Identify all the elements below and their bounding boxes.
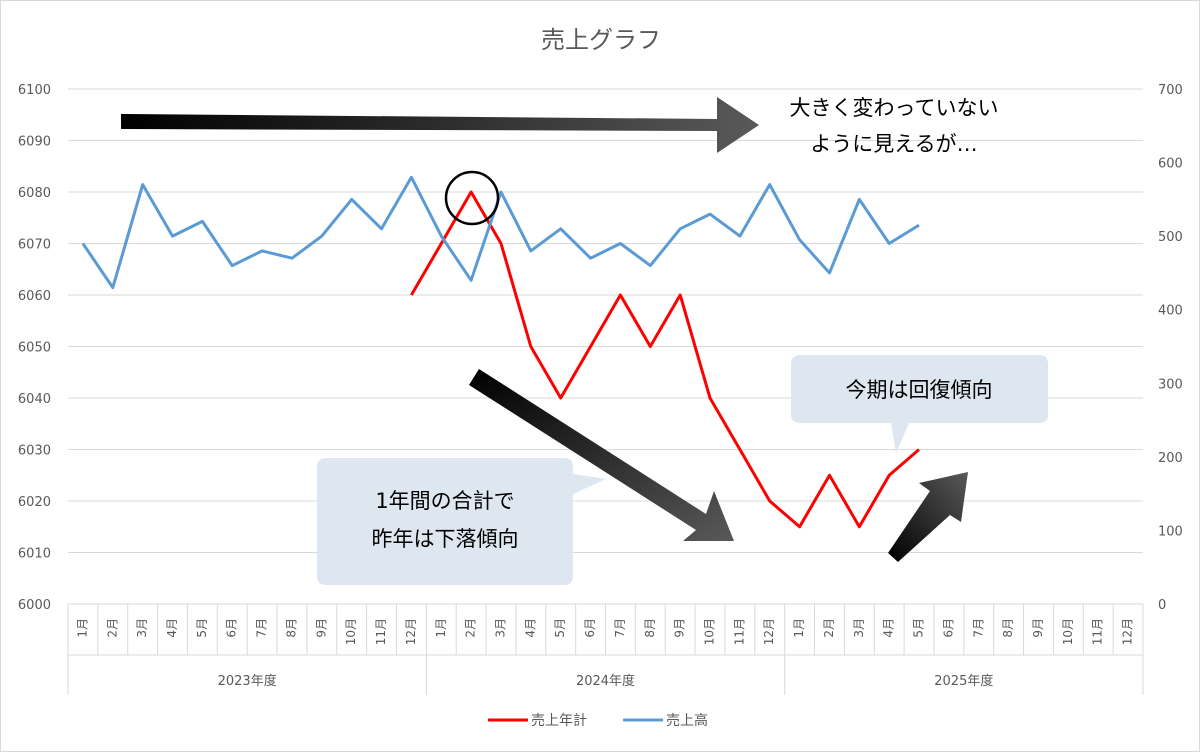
month-label: 6月 [583, 618, 597, 638]
month-label: 11月 [732, 618, 746, 645]
left-tick-label: 6060 [18, 289, 51, 304]
month-label: 11月 [1091, 618, 1105, 645]
left-tick-label: 6030 [18, 444, 51, 459]
flat-trend-text-line2: ように見えるが… [810, 132, 977, 156]
up-callout-bubble [791, 355, 1048, 453]
left-axis-ticks: 6000 6010 6020 6030 6040 6050 6060 6070 6080 6090… [18, 83, 51, 613]
left-tick-label: 6040 [18, 392, 51, 407]
left-tick-label: 6100 [18, 83, 51, 98]
down-trend-arrow [469, 369, 734, 541]
month-label: 1月 [75, 618, 89, 638]
month-label: 1月 [434, 618, 448, 638]
right-tick-label: 400 [1158, 304, 1183, 319]
month-label: 8月 [1001, 618, 1015, 638]
series-line-uriage [81, 175, 920, 290]
left-tick-label: 6080 [18, 186, 51, 201]
month-label: 3月 [852, 618, 866, 638]
month-label: 3月 [135, 618, 149, 638]
month-label: 8月 [284, 618, 298, 638]
up-trend-arrow [888, 472, 968, 562]
month-label: 10月 [1061, 618, 1075, 645]
month-label: 4月 [523, 618, 537, 638]
right-tick-label: 500 [1158, 230, 1183, 245]
up-callout-text: 今期は回復傾向 [846, 378, 993, 402]
month-label: 3月 [493, 618, 507, 638]
chart-title: 売上グラフ [541, 26, 661, 54]
month-label: 6月 [225, 618, 239, 638]
month-label: 5月 [553, 618, 567, 638]
month-label: 7月 [255, 618, 269, 638]
year-label: 2025年度 [934, 673, 993, 689]
month-label: 5月 [195, 618, 209, 638]
left-tick-label: 6050 [18, 341, 51, 356]
month-label: 2月 [105, 618, 119, 638]
month-label: 12月 [762, 618, 776, 645]
flat-trend-arrow [121, 97, 759, 153]
month-label: 11月 [374, 618, 388, 645]
month-label: 12月 [404, 618, 418, 645]
month-label: 4月 [165, 618, 179, 638]
year-label: 2024年度 [576, 673, 635, 689]
peak-highlight-circle [444, 170, 500, 226]
down-callout-line1: 1年間の合計で [375, 489, 514, 513]
month-label: 8月 [643, 618, 657, 638]
right-tick-label: 600 [1158, 157, 1183, 172]
right-tick-label: 300 [1158, 377, 1183, 392]
legend-label-nenkei: 売上年計 [531, 713, 587, 729]
month-label: 1月 [792, 618, 806, 638]
month-label: 2月 [464, 618, 478, 638]
month-label: 9月 [314, 618, 328, 638]
x-axis: 1月 2月 3月 4月 5月 6月 7月 8月 9月 10月 11月 12月 1月 2月 3月 4月 5月 6月 7… [67, 603, 1144, 695]
month-label: 6月 [941, 618, 955, 638]
series-lines [81, 175, 920, 529]
month-label: 9月 [1031, 618, 1045, 638]
month-label: 2月 [822, 618, 836, 638]
year-label: 2023年度 [218, 673, 277, 689]
flat-trend-text-line1: 大きく変わっていない [790, 96, 999, 120]
month-label: 10月 [703, 618, 717, 645]
series-line-nenkei [410, 190, 920, 529]
annotations: 大きく変わっていない ように見えるが… 1年間の合計で 昨年は下落傾向 今期は回… [121, 96, 1048, 585]
left-tick-label: 6020 [18, 495, 51, 510]
right-tick-label: 100 [1158, 524, 1183, 539]
gridlines [68, 88, 1143, 553]
down-callout-line2: 昨年は下落傾向 [372, 527, 519, 551]
month-label: 9月 [673, 618, 687, 638]
month-label: 5月 [912, 618, 926, 638]
month-label: 12月 [1121, 618, 1135, 645]
left-tick-label: 6010 [18, 547, 51, 562]
right-tick-label: 0 [1158, 598, 1166, 613]
legend: 売上年計 売上高 [488, 712, 708, 729]
left-tick-label: 6090 [18, 135, 51, 150]
month-label: 7月 [613, 618, 627, 638]
month-label: 7月 [971, 618, 985, 638]
left-tick-label: 6070 [18, 238, 51, 253]
down-callout-bubble [317, 458, 606, 585]
legend-label-uriage: 売上高 [666, 712, 708, 729]
left-tick-label: 6000 [18, 598, 51, 613]
month-label: 10月 [344, 618, 358, 645]
right-tick-label: 200 [1158, 451, 1183, 466]
right-tick-label: 700 [1158, 83, 1183, 98]
right-axis-ticks: 0 100 200 300 400 500 600 700 [1158, 83, 1183, 613]
month-label: 4月 [882, 618, 896, 638]
